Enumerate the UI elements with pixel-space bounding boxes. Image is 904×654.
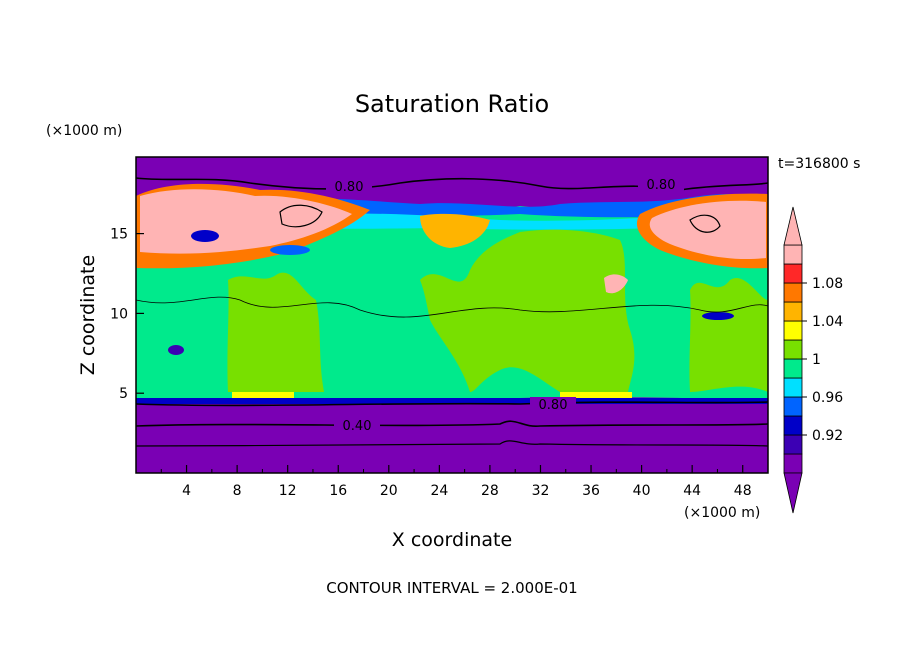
- x-axis-ticks: 4 8 12 16 20 24 28 32 36 40 44 48: [160, 465, 752, 499]
- contour-label-bg-4: [334, 418, 380, 432]
- y-tick-label: 15: [110, 227, 128, 243]
- region-yellow-base-right: [560, 392, 632, 398]
- y-tick-label: 10: [110, 306, 128, 322]
- contour-label-bg-2: [638, 177, 684, 191]
- x-axis-label: X coordinate: [392, 529, 512, 551]
- contour-interval-footer: CONTOUR INTERVAL = 2.000E-01: [326, 579, 577, 597]
- contour-line-lower-2: [136, 420, 768, 427]
- region-pink-right: [649, 200, 766, 260]
- contour-line-cloud-left: [279, 204, 323, 228]
- x-axis-unit: (×1000 m): [684, 505, 760, 521]
- y-tick-label: 5: [119, 386, 128, 402]
- colorbar-label: 0.96: [812, 390, 843, 406]
- colorbar-segment: [783, 358, 803, 379]
- colorbar-segment: [783, 244, 803, 265]
- colorbar-label: 1.04: [812, 314, 843, 330]
- x-tick-label: 48: [734, 483, 752, 499]
- contour-label-3: 0.80: [539, 398, 568, 413]
- region-blue-patch-2: [270, 245, 310, 255]
- x-tick-label: 44: [683, 483, 701, 499]
- colorbar-labels: 0.92 0.96 1 1.04 1.08: [802, 276, 843, 444]
- time-label: t=316800 s: [778, 156, 860, 172]
- colorbar-segment: [783, 377, 803, 398]
- chart-title: Saturation Ratio: [355, 90, 549, 118]
- contour-label-1: 0.80: [335, 180, 364, 195]
- x-tick-label: 4: [182, 483, 191, 499]
- x-tick-label: 16: [329, 483, 347, 499]
- colorbar-segment: [783, 263, 803, 284]
- x-tick-label: 20: [380, 483, 398, 499]
- saturation-field: [136, 157, 768, 473]
- colorbar-overflow-high: [783, 206, 803, 246]
- contour-line-cloud-right: [689, 214, 721, 233]
- colorbar-segment: [783, 415, 803, 436]
- region-lime-left: [227, 272, 324, 392]
- colorbar-segment: [783, 320, 803, 341]
- x-tick-label: 28: [481, 483, 499, 499]
- region-blue-patch-1: [191, 230, 219, 242]
- contour-label-bg-3: [530, 397, 576, 411]
- region-pink-mid: [604, 274, 628, 294]
- region-orange-mid: [420, 213, 490, 248]
- contour-label-bg-1: [326, 179, 372, 193]
- colorbar-segment: [783, 301, 803, 322]
- colorbar-label: 0.92: [812, 428, 843, 444]
- x-tick-label: 40: [633, 483, 651, 499]
- x-tick-label: 32: [532, 483, 550, 499]
- contour-label-2: 0.80: [647, 178, 676, 193]
- colorbar-overflow-low: [783, 472, 803, 514]
- x-tick-label: 24: [430, 483, 448, 499]
- x-tick-label: 36: [582, 483, 600, 499]
- region-blue-patch-3: [702, 312, 734, 320]
- colorbar-segment: [783, 396, 803, 417]
- colorbar-segment: [783, 282, 803, 303]
- colorbar-label: 1: [812, 352, 821, 368]
- contour-line-lower-1: [136, 401, 768, 407]
- y-axis-unit: (×1000 m): [46, 123, 122, 139]
- x-tick-label: 12: [279, 483, 297, 499]
- region-blue-patch-4: [168, 345, 184, 355]
- contour-line-lower-3: [136, 440, 768, 447]
- plot-frame: [135, 156, 769, 474]
- colorbar-segment: [783, 339, 803, 360]
- region-lime-right: [689, 277, 768, 392]
- y-axis-ticks: 5 10 15: [110, 227, 144, 402]
- colorbar-segment: [783, 453, 803, 474]
- colorbar: [783, 206, 803, 514]
- y-axis-label: Z coordinate: [77, 255, 99, 375]
- region-yellow-base-left: [232, 392, 294, 398]
- contour-line-interior: [136, 296, 768, 318]
- contour-label-4: 0.40: [343, 419, 372, 434]
- colorbar-label: 1.08: [812, 276, 843, 292]
- colorbar-segment: [783, 434, 803, 455]
- x-tick-label: 8: [233, 483, 242, 499]
